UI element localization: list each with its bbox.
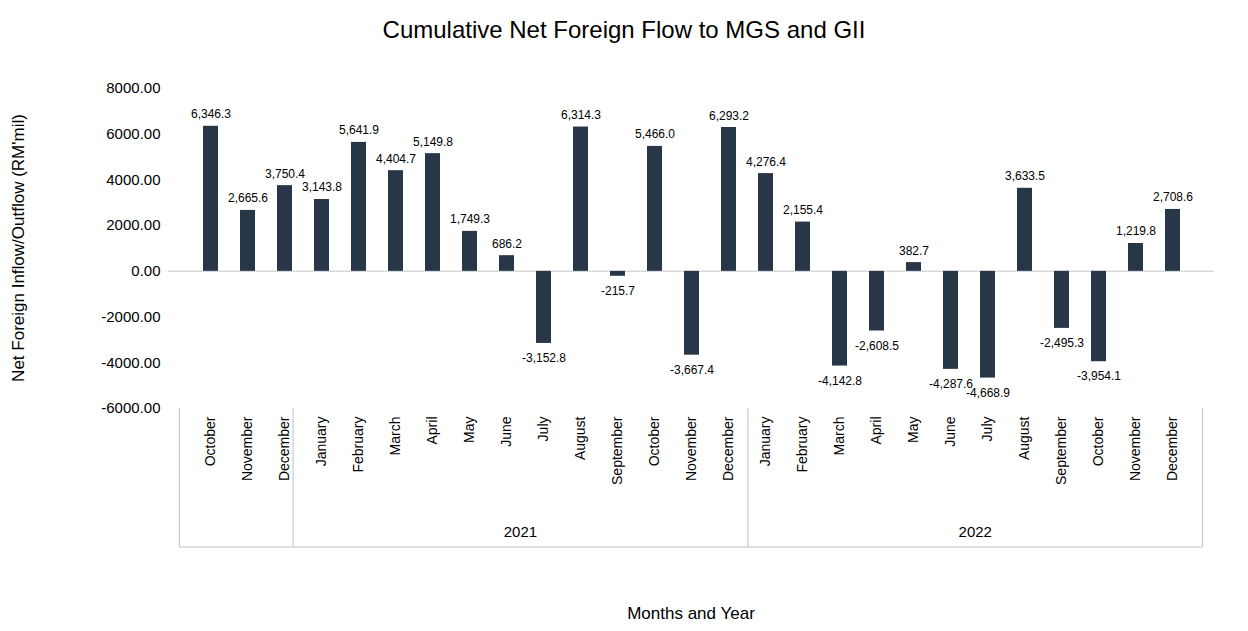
svg-text:July: July — [535, 417, 551, 442]
svg-text:August: August — [1016, 416, 1032, 460]
svg-text:2021: 2021 — [504, 523, 537, 540]
svg-text:6,346.3: 6,346.3 — [191, 107, 231, 121]
svg-text:4,404.7: 4,404.7 — [376, 152, 416, 166]
svg-text:Net Foreign Inflow/Outflow (RM: Net Foreign Inflow/Outflow (RM'mil) — [9, 114, 28, 382]
svg-text:February: February — [794, 417, 810, 473]
svg-text:2,155.4: 2,155.4 — [783, 203, 823, 217]
svg-text:September: September — [609, 416, 625, 485]
svg-text:June: June — [942, 416, 958, 447]
svg-text:5,149.8: 5,149.8 — [413, 135, 453, 149]
svg-text:January: January — [313, 417, 329, 467]
svg-text:-6000.00: -6000.00 — [101, 399, 160, 416]
svg-text:-4,287.6: -4,287.6 — [929, 376, 973, 391]
svg-text:-3,152.8: -3,152.8 — [522, 351, 566, 365]
svg-text:3,633.5: 3,633.5 — [1005, 169, 1045, 183]
svg-text:July: July — [979, 417, 995, 442]
svg-text:May: May — [461, 417, 477, 443]
svg-text:0.00: 0.00 — [131, 262, 160, 279]
svg-text:-3,667.4: -3,667.4 — [670, 363, 714, 377]
svg-text:December: December — [720, 416, 736, 481]
svg-text:6,314.3: 6,314.3 — [561, 108, 601, 122]
svg-text:6000.00: 6000.00 — [106, 125, 160, 142]
svg-text:-4000.00: -4000.00 — [101, 354, 160, 371]
svg-text:June: June — [498, 416, 514, 447]
svg-text:October: October — [646, 416, 662, 466]
svg-text:6,293.2: 6,293.2 — [709, 109, 749, 123]
svg-text:November: November — [239, 416, 255, 481]
svg-text:April: April — [868, 417, 884, 445]
svg-text:-2000.00: -2000.00 — [101, 308, 160, 325]
svg-text:October: October — [202, 416, 218, 466]
svg-text:Months and Year: Months and Year — [627, 604, 755, 623]
svg-text:January: January — [757, 417, 773, 467]
svg-text:-2,495.3: -2,495.3 — [1040, 336, 1084, 350]
svg-text:November: November — [683, 416, 699, 481]
svg-text:August: August — [572, 416, 588, 460]
svg-text:5,641.9: 5,641.9 — [339, 123, 379, 137]
html-text:Cumulative Net Foreign Flow to: Cumulative Net Foreign Flow to MGS and G… — [382, 16, 866, 43]
svg-text:2022: 2022 — [959, 523, 992, 540]
svg-text:5,466.0: 5,466.0 — [635, 127, 675, 141]
svg-text:4,276.4: 4,276.4 — [746, 155, 786, 169]
svg-text:686.2: 686.2 — [492, 237, 522, 251]
svg-text:April: April — [424, 417, 440, 445]
svg-text:-215.7: -215.7 — [601, 284, 635, 298]
svg-text:September: September — [1053, 416, 1069, 485]
svg-text:4000.00: 4000.00 — [106, 171, 160, 188]
svg-text:2000.00: 2000.00 — [106, 216, 160, 233]
svg-text:1,219.8: 1,219.8 — [1116, 224, 1156, 238]
svg-text:-3,954.1: -3,954.1 — [1077, 369, 1121, 383]
svg-text:8000.00: 8000.00 — [106, 79, 160, 96]
svg-text:February: February — [350, 417, 366, 473]
svg-text:2,708.6: 2,708.6 — [1153, 190, 1193, 204]
svg-text:3,143.8: 3,143.8 — [302, 180, 342, 194]
svg-text:December: December — [276, 416, 292, 481]
svg-text:3,750.4: 3,750.4 — [265, 167, 305, 181]
svg-text:-4,668.9: -4,668.9 — [966, 386, 1010, 400]
svg-text:October: October — [1090, 416, 1106, 466]
svg-text:March: March — [831, 417, 847, 456]
svg-text:2,665.6: 2,665.6 — [228, 191, 268, 205]
svg-text:382.7: 382.7 — [899, 244, 929, 258]
svg-text:-4,142.8: -4,142.8 — [818, 374, 862, 388]
svg-text:November: November — [1127, 416, 1143, 481]
svg-text:March: March — [387, 417, 403, 456]
svg-text:1,749.3: 1,749.3 — [450, 212, 490, 226]
svg-text:May: May — [905, 417, 921, 443]
svg-text:-2,608.5: -2,608.5 — [855, 339, 899, 353]
svg-text:December: December — [1164, 416, 1180, 481]
